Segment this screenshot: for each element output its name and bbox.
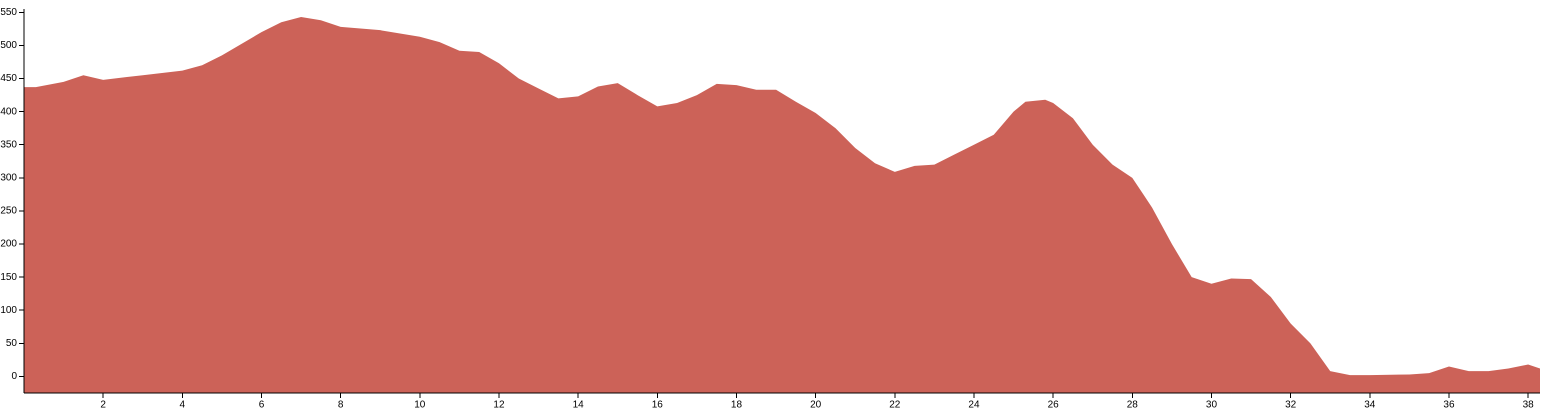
x-tick-label: 18 — [731, 400, 743, 411]
x-tick-label: 12 — [493, 400, 505, 411]
x-tick-label: 10 — [414, 400, 426, 411]
y-tick-label: 350 — [0, 139, 17, 150]
y-tick-label: 450 — [0, 73, 17, 84]
x-tick-label: 22 — [889, 400, 901, 411]
y-tick-label: 550 — [0, 7, 17, 18]
x-tick-label: 32 — [1285, 400, 1297, 411]
x-tick-label: 6 — [259, 400, 265, 411]
x-tick-label: 36 — [1443, 400, 1455, 411]
area — [24, 16, 1540, 394]
y-tick-label: 50 — [6, 338, 18, 349]
x-tick-label: 16 — [652, 400, 664, 411]
y-tick-label: 200 — [0, 239, 17, 250]
x-tick-label: 34 — [1364, 400, 1376, 411]
y-tick-label: 0 — [11, 371, 17, 382]
y-tick-label: 150 — [0, 272, 17, 283]
x-tick-label: 20 — [810, 400, 822, 411]
y-tick-label: 250 — [0, 206, 17, 217]
x-tick-label: 28 — [1127, 400, 1139, 411]
x-tick-label: 8 — [338, 400, 344, 411]
y-tick-label: 100 — [0, 305, 17, 316]
x-tick-label: 24 — [968, 400, 980, 411]
x-tick-label: 38 — [1523, 400, 1535, 411]
x-tick-label: 30 — [1206, 400, 1218, 411]
x-tick-label: 14 — [573, 400, 585, 411]
x-tick-label: 4 — [180, 400, 186, 411]
x-tick-label: 26 — [1048, 400, 1060, 411]
y-tick-label: 500 — [0, 40, 17, 51]
x-tick-label: 2 — [100, 400, 106, 411]
y-tick-label: 300 — [0, 172, 17, 183]
y-tick-label: 400 — [0, 106, 17, 117]
